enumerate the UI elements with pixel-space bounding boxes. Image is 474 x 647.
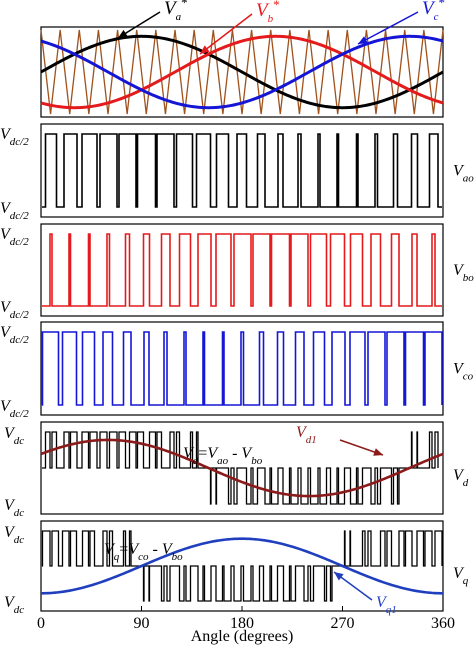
reference-series-Vc-star [40,34,444,110]
ylabel-bottom-vco: Vdc/2 [0,398,29,420]
ylabel-bottom-vao: Vdc/2 [0,200,29,222]
panel-frame-vbo [40,223,444,317]
annotation-arrowhead-b [200,45,210,54]
vd-expression: Vd=Vao - Vbo [183,445,263,467]
pwm-series-vco [41,331,443,406]
x-tick-label: 90 [134,615,150,632]
x-tick-label: 0 [37,615,45,632]
panel-frame-vao [40,123,444,218]
vq1-arrow-head [334,572,344,581]
ylabel-top-vbo: Vdc/2 [0,226,29,248]
annotation-arrow-b [199,13,253,55]
x-tick-label: 270 [331,615,355,632]
carrier-triangle-series [40,29,444,115]
pwm-series-vbo [42,233,442,307]
x-tick-label: 360 [431,615,455,632]
reference-series-Vb-star [40,34,444,110]
annotation-b: Vb* [256,0,280,25]
line-voltage-series-vq [41,530,443,602]
vq-expression: Vq=Vco - Vbo [104,541,183,563]
ylabel-top-vco: Vdc/2 [0,324,29,346]
vq1-label: Vq1 [376,594,397,616]
line-voltage-series-vd [42,431,439,505]
ylabel-bottom-vd: Vdc [4,497,24,519]
ylabel-bottom-vq: Vdc [4,594,24,616]
vd1-arrow-head [373,448,383,456]
right-label-vbo: Vbo [453,262,474,284]
panel-frame-vd [40,421,444,515]
annotation-arrow-c [357,11,419,45]
pwm-series-vao [42,133,442,208]
fundamental-series-Vd1 [40,438,444,498]
annotation-arrowhead-a [118,29,128,38]
ylabel-top-vao: Vdc/2 [0,126,29,148]
annotation-arrowhead-c [358,36,368,44]
fundamental-series-Vq1 [40,537,444,595]
reference-series-Va-star [40,34,444,110]
ylabel-bottom-vbo: Vdc/2 [0,299,29,321]
vd1-label: Vd1 [296,424,317,446]
x-tick-label: 180 [230,615,254,632]
panel-frame-vco [40,321,444,416]
right-label-vq: Vq [453,565,469,587]
right-label-vao: Vao [453,163,474,185]
right-label-vd: Vd [453,467,469,489]
x-axis-label: Angle (degrees) [191,628,294,645]
right-label-vco: Vco [453,361,474,383]
annotation-a: Va* [164,0,188,23]
ylabel-top-vq: Vdc [4,524,24,546]
annotation-c: Vc* [422,0,445,23]
ylabel-top-vd: Vdc [4,425,24,447]
